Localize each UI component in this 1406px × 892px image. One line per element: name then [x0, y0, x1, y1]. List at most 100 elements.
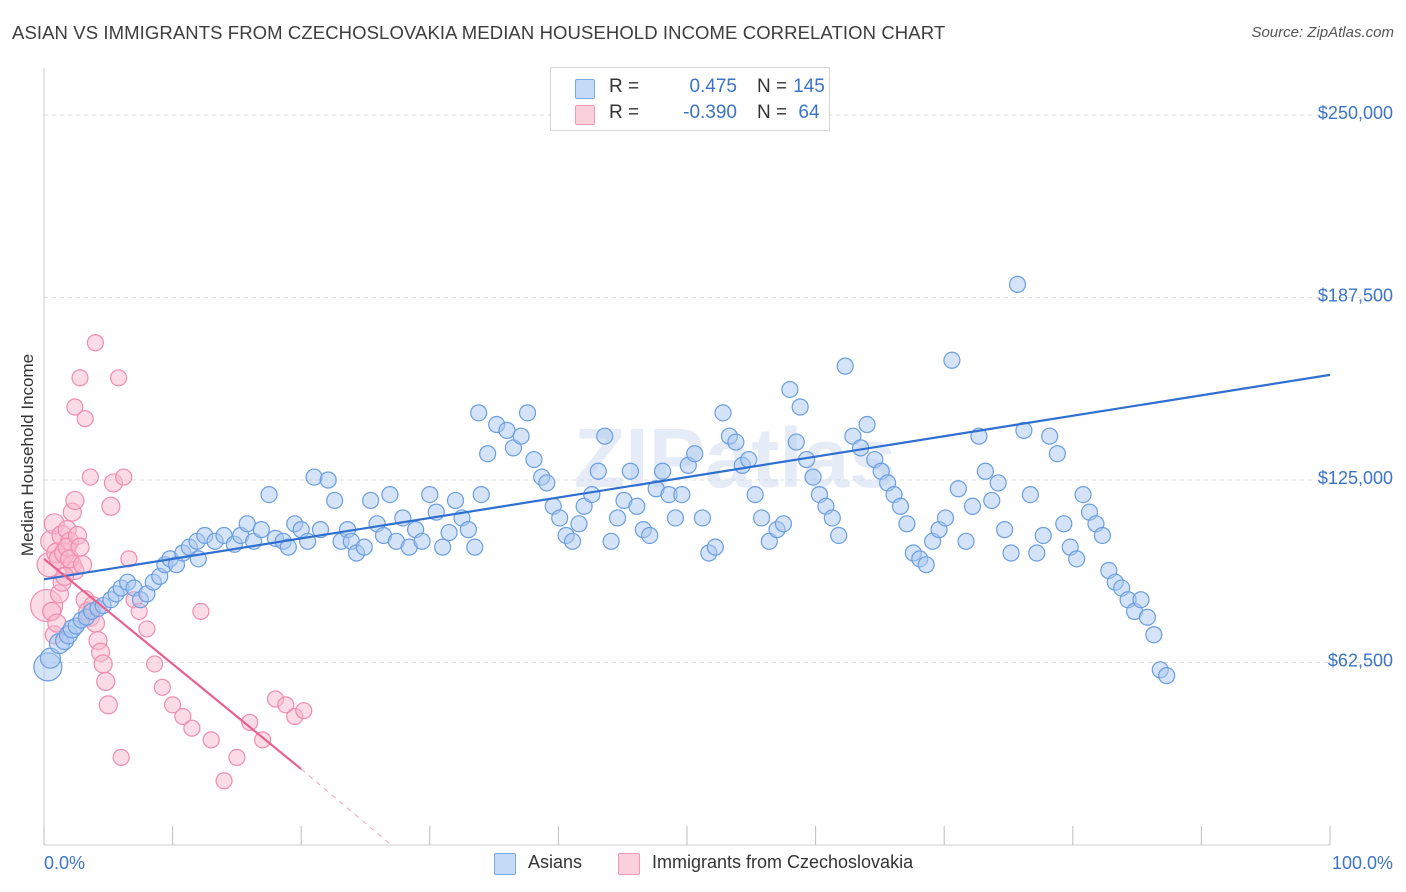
asians-point-110 — [740, 450, 758, 469]
stats-legend: R = 0.475 N = 145 R = -0.390 N = 64 — [550, 67, 830, 131]
immigrants-point-53 — [192, 602, 210, 621]
immigrants-point-38 — [71, 369, 89, 387]
immigrants-point-51 — [174, 707, 192, 726]
asians-point-171 — [1138, 608, 1156, 626]
immigrants-point-23 — [70, 537, 90, 557]
immigrants-point-54 — [202, 731, 220, 749]
immigrants-point-52 — [183, 719, 201, 737]
watermark: ZIPatlas — [574, 411, 896, 505]
asians-point-99 — [666, 509, 685, 527]
asians-point-64 — [440, 523, 458, 542]
y-tick-labels: $62,500 $125,000 $187,500 $250,000 — [1318, 103, 1393, 671]
asians-point-140 — [936, 509, 955, 527]
immigrants-point-55 — [215, 772, 233, 790]
asians-point-84 — [570, 515, 588, 533]
y-tick-label-1: $125,000 — [1318, 468, 1393, 488]
asians-point-88 — [596, 427, 614, 445]
r-value: 0.475 — [689, 76, 737, 97]
asians-point-76 — [518, 404, 537, 422]
immigrants-point-50 — [164, 696, 182, 714]
asians-point-89 — [602, 532, 620, 550]
asians-point-164 — [1093, 526, 1111, 545]
swatch-immigrants — [575, 105, 595, 125]
y-tick-label-3: $250,000 — [1318, 103, 1393, 123]
immigrants-point-56 — [228, 748, 246, 767]
trend-lines — [43, 373, 1331, 846]
source-credit: Source: ZipAtlas.com — [1251, 24, 1394, 41]
immigrants-point-34 — [98, 695, 118, 715]
asians-point-158 — [1055, 515, 1073, 533]
y-tick-label-0: $62,500 — [1328, 651, 1393, 671]
immigrants-point-62 — [295, 702, 313, 720]
immigrants-point-63 — [112, 748, 130, 767]
asians-point-160 — [1068, 550, 1086, 568]
asians-point-65 — [446, 491, 465, 510]
n-value: 145 — [793, 76, 825, 97]
x-tick-labels: 0.0% 100.0% — [44, 853, 1393, 873]
legend-swatch-asians — [494, 853, 516, 875]
asians-point-81 — [551, 509, 569, 527]
immigrants-point-40 — [81, 468, 99, 486]
immigrants-point-33 — [96, 671, 116, 692]
asians-point-142 — [949, 480, 967, 498]
asians-point-170 — [1132, 591, 1150, 609]
n-label: N = — [757, 102, 788, 123]
axes — [43, 68, 1331, 846]
asians-trend-line — [43, 373, 1331, 581]
r-label: R = — [609, 102, 640, 123]
legend-label-immigrants: Immigrants from Czechoslovakia — [652, 852, 914, 872]
gridlines — [44, 114, 1394, 663]
asians-point-149 — [996, 521, 1014, 539]
immigrants-trend-extension — [300, 768, 392, 846]
immigrants-point-41 — [86, 334, 105, 352]
asians-point-137 — [917, 556, 935, 574]
asians-point-93 — [628, 497, 646, 515]
asians-point-117 — [787, 433, 805, 451]
asians-point-67 — [459, 521, 477, 539]
immigrants-point-35 — [101, 496, 121, 516]
asians-point-111 — [746, 486, 764, 504]
asians-point-157 — [1048, 445, 1066, 463]
y-tick-label-2: $187,500 — [1318, 286, 1393, 306]
asians-point-108 — [727, 433, 745, 451]
x-tick-label-1: 100.0% — [1332, 853, 1393, 873]
asians-point-90 — [608, 509, 627, 527]
asians-point-43 — [305, 468, 323, 486]
asians-point-150 — [1002, 544, 1020, 562]
asians-point-35 — [252, 521, 270, 539]
asians-point-63 — [434, 538, 452, 556]
immigrants-point-43 — [115, 468, 133, 486]
immigrants-point-58 — [254, 731, 272, 749]
asians-point-172 — [1145, 626, 1163, 644]
asians-point-60 — [413, 532, 431, 550]
asians-point-146 — [976, 462, 994, 480]
asians-point-87 — [589, 462, 607, 480]
asians-point-97 — [653, 462, 672, 480]
immigrants-point-24 — [72, 555, 93, 575]
immigrants-point-32 — [93, 654, 113, 674]
n-label: N = — [757, 76, 788, 97]
asians-point-125 — [836, 357, 854, 375]
asians-point-55 — [381, 486, 399, 504]
immigrants-point-39 — [76, 410, 94, 428]
asians-point-144 — [963, 497, 982, 515]
asians-point-79 — [538, 474, 556, 492]
asians-point-161 — [1074, 486, 1092, 504]
r-value: -0.390 — [683, 102, 737, 123]
immigrants-point-48 — [145, 655, 164, 673]
asians-point-106 — [714, 404, 732, 422]
asians-point-147 — [983, 491, 1001, 510]
asians-point-143 — [957, 532, 975, 550]
series-asians-points — [33, 275, 1176, 685]
immigrants-trend-line — [43, 557, 302, 770]
x-tick-label-0: 0.0% — [44, 853, 85, 873]
asians-point-151 — [1008, 275, 1027, 293]
asians-point-102 — [686, 445, 704, 463]
immigrants-point-47 — [138, 620, 156, 638]
asians-point-134 — [898, 515, 916, 533]
asians-point-148 — [989, 474, 1007, 492]
asians-point-174 — [1158, 667, 1176, 685]
asians-point-154 — [1028, 544, 1046, 562]
asians-point-123 — [823, 509, 841, 527]
